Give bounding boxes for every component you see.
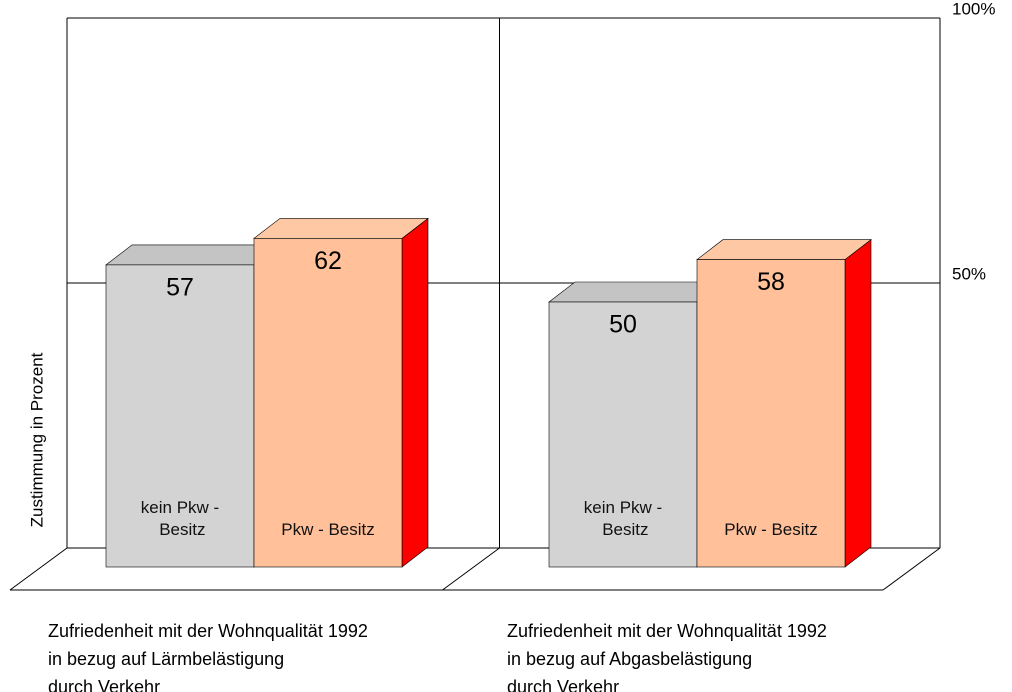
bar-top bbox=[696, 239, 872, 260]
category-label: durch Verkehr bbox=[48, 677, 160, 692]
bar-top bbox=[253, 218, 429, 239]
floor-right bbox=[882, 547, 941, 591]
value-label: 58 bbox=[757, 268, 785, 296]
value-label: 62 bbox=[314, 247, 342, 275]
series-label: Pkw - Besitz bbox=[724, 520, 818, 539]
floor-left bbox=[9, 547, 68, 591]
y-tick-label: 50% bbox=[952, 264, 986, 283]
value-label: 57 bbox=[166, 274, 194, 302]
y-axis-label: Zustimmung in Prozent bbox=[27, 352, 46, 527]
floor-divider bbox=[442, 547, 500, 591]
category-label: in bezug auf Lärmbelästigung bbox=[48, 649, 284, 669]
category-label: Zufriedenheit mit der Wohnqualität 1992 bbox=[507, 621, 827, 641]
y-tick-label: 100% bbox=[952, 0, 995, 18]
bar bbox=[105, 264, 255, 568]
series-label: kein Pkw - Besitz bbox=[583, 498, 663, 539]
category-label: Zufriedenheit mit der Wohnqualität 1992 bbox=[48, 621, 368, 641]
category-label: durch Verkehr bbox=[507, 677, 619, 692]
category-label: in bezug auf Abgasbelästigung bbox=[507, 649, 752, 669]
bar-side bbox=[401, 217, 429, 568]
bar bbox=[696, 259, 846, 568]
series-label: Pkw - Besitz bbox=[281, 520, 375, 539]
bar-side bbox=[844, 238, 872, 568]
bar bbox=[548, 301, 698, 568]
bar bbox=[253, 238, 403, 568]
value-label: 50 bbox=[609, 311, 637, 339]
series-label: kein Pkw - Besitz bbox=[140, 498, 220, 539]
